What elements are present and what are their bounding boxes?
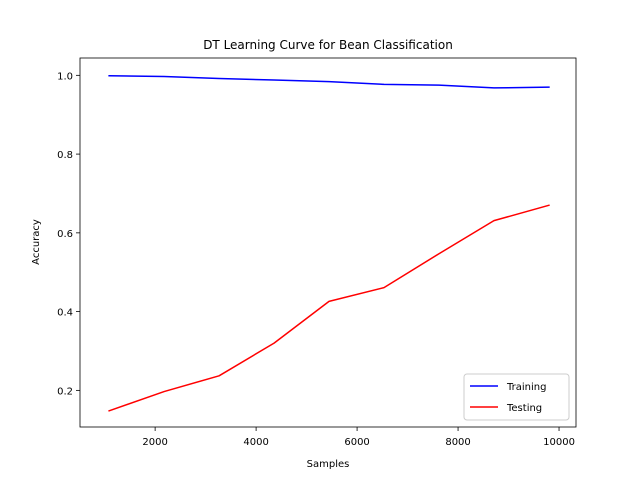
- x-tick-label: 4000: [243, 437, 268, 448]
- y-tick-label: 0.2: [57, 386, 73, 397]
- x-tick-label: 2000: [142, 437, 167, 448]
- y-axis-label: Accuracy: [31, 219, 42, 265]
- x-axis-label: Samples: [307, 459, 350, 470]
- x-axis-ticks: 2000 4000 6000 8000 10000: [142, 427, 575, 448]
- plot-area: [80, 58, 576, 427]
- legend: Training Testing: [463, 373, 570, 421]
- chart-title: DT Learning Curve for Bean Classificatio…: [203, 38, 453, 52]
- x-tick-label: 8000: [445, 437, 470, 448]
- legend-label-training: Training: [506, 382, 546, 393]
- series-layer: [108, 74, 550, 412]
- y-axis-ticks: 0.2 0.4 0.6 0.8 1.0: [57, 71, 80, 397]
- y-tick-label: 0.8: [57, 150, 73, 161]
- x-tick-label: 10000: [543, 437, 575, 448]
- x-tick-label: 6000: [344, 437, 369, 448]
- legend-label-testing: Testing: [506, 403, 542, 414]
- y-tick-label: 1.0: [57, 71, 73, 82]
- plot-frame: [79, 57, 577, 428]
- y-tick-label: 0.6: [57, 229, 73, 240]
- y-tick-label: 0.4: [57, 308, 73, 319]
